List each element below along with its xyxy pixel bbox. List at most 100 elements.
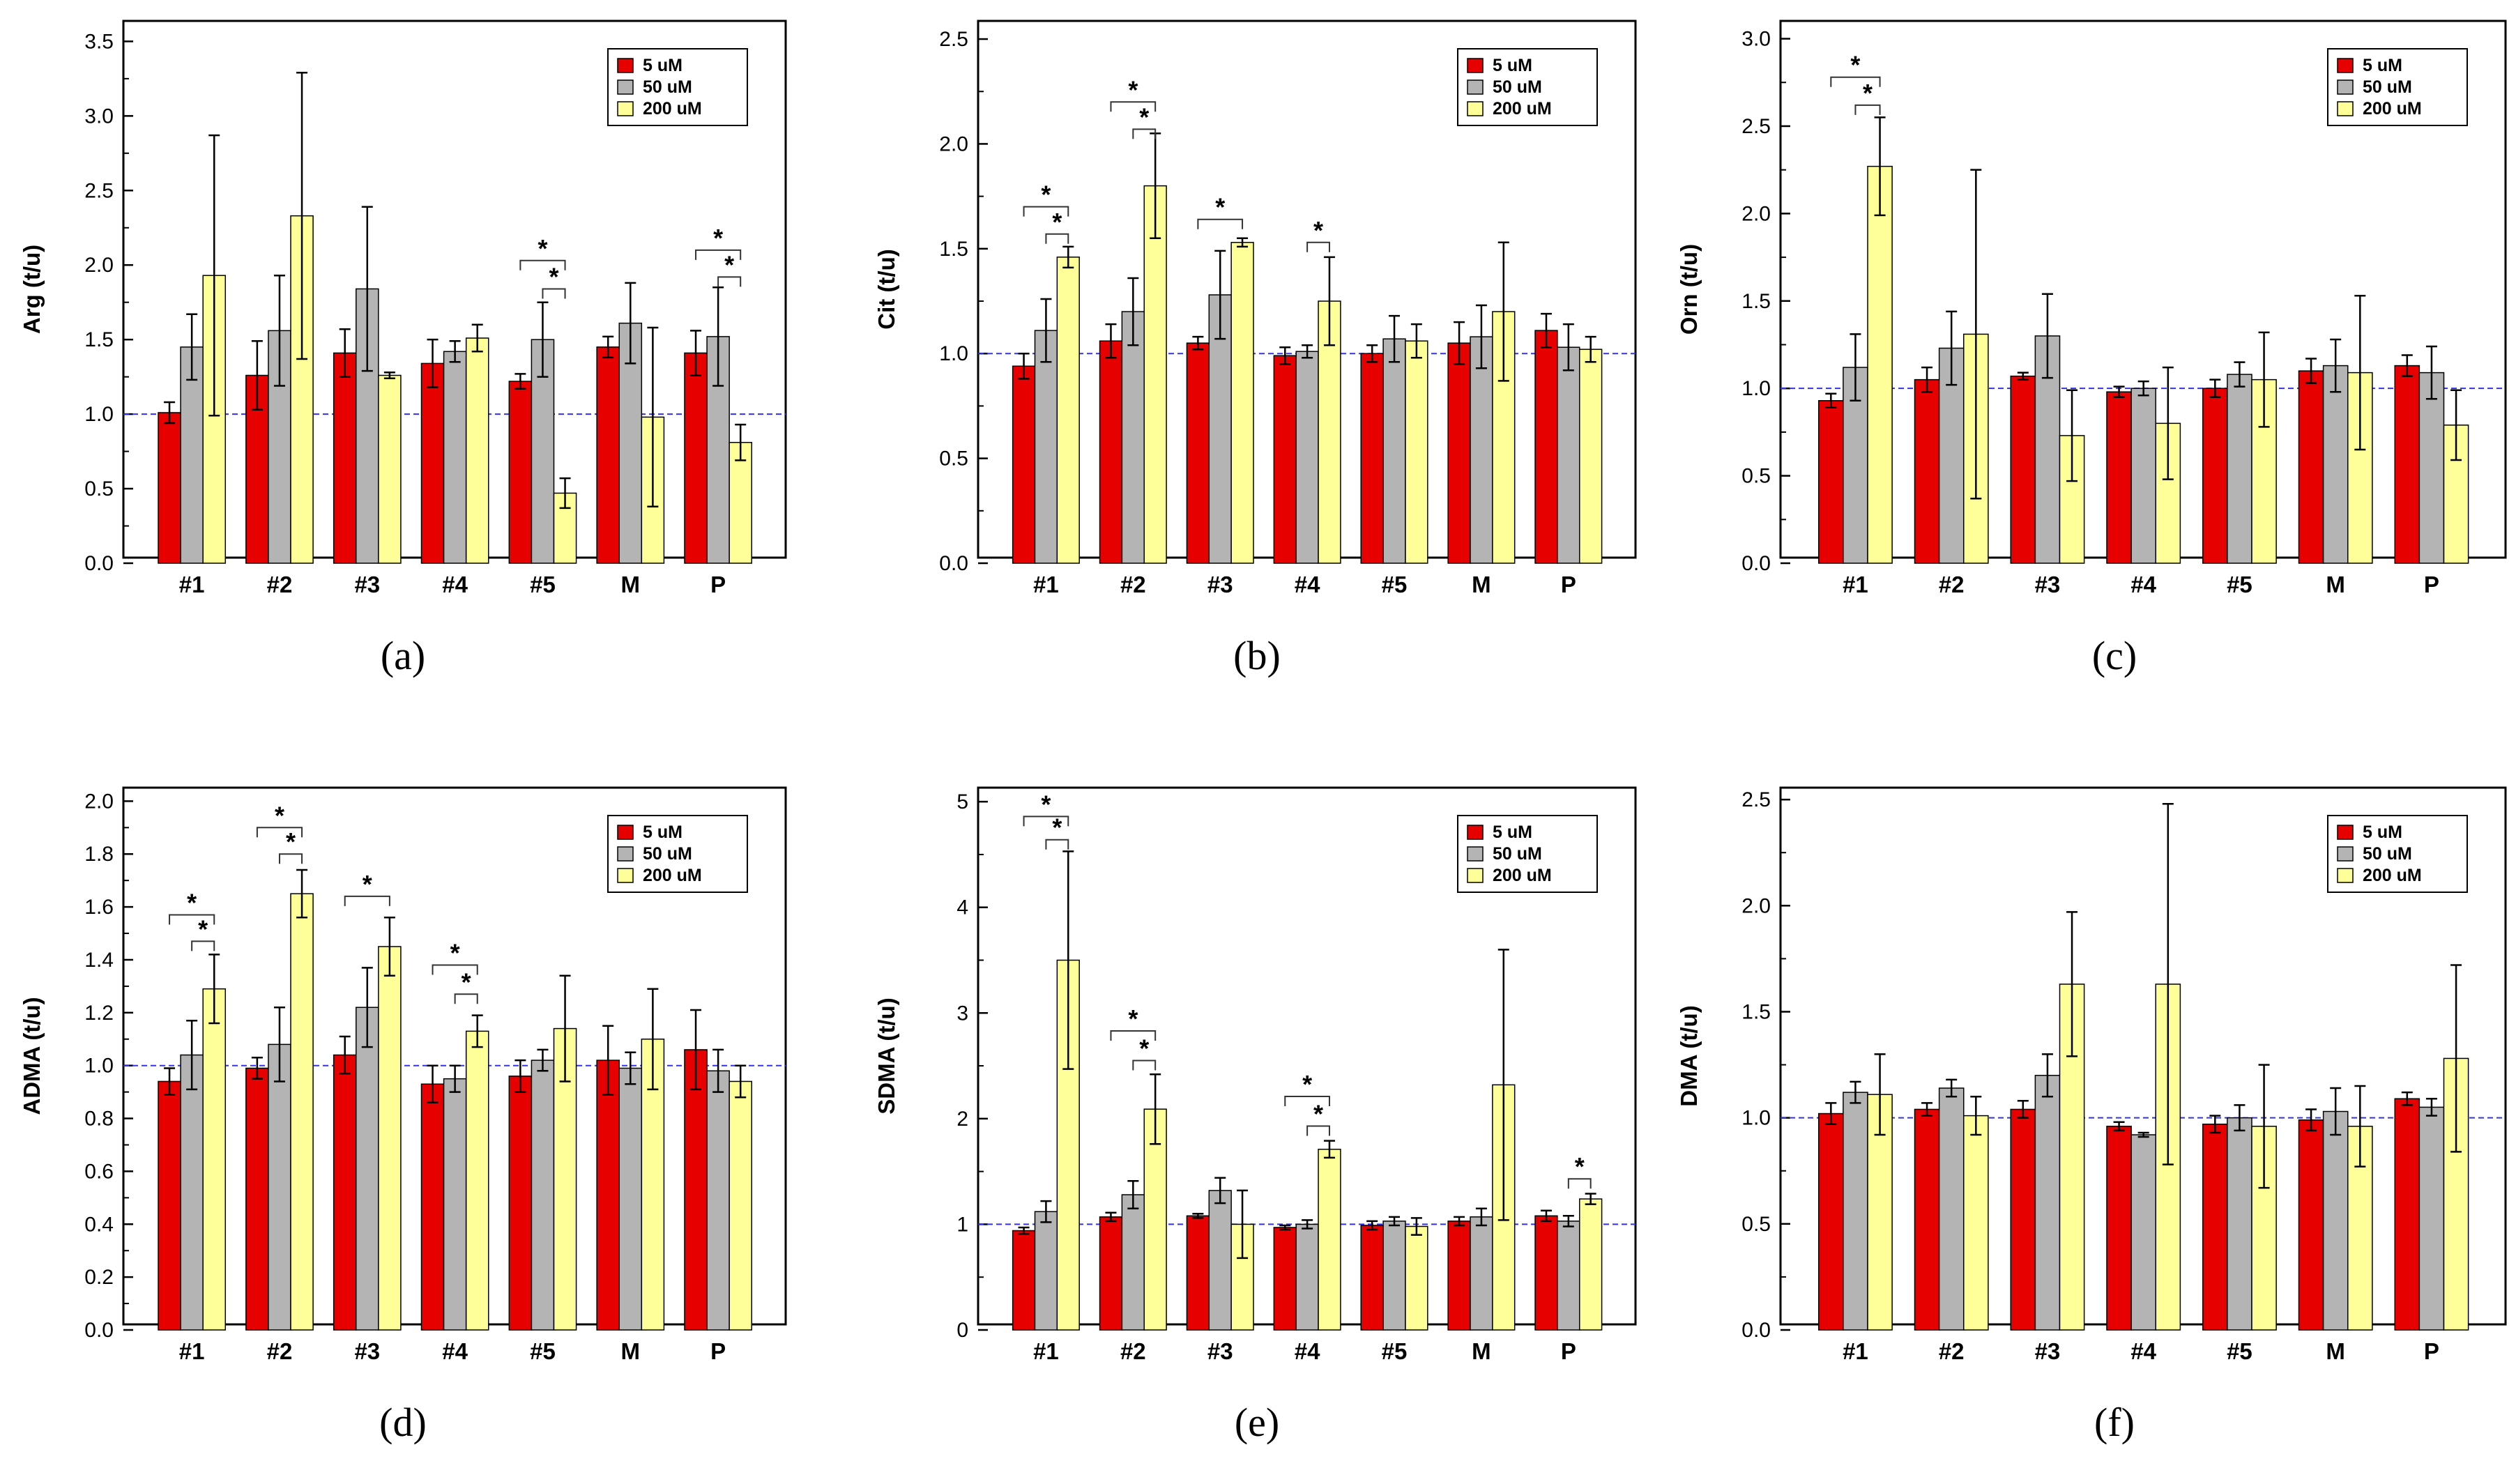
y-tick-label: 1.0: [84, 1055, 114, 1078]
significance-bracket: [1306, 241, 1330, 252]
significance-label: *: [275, 801, 284, 829]
bar: [2106, 391, 2132, 564]
bar: [2202, 388, 2228, 564]
y-axis-label: SDMA (t/u): [874, 997, 899, 1114]
significance-label: *: [537, 234, 547, 263]
x-tick-label: #5: [2227, 572, 2252, 597]
bar: [420, 362, 445, 564]
bar: [1557, 346, 1580, 564]
x-tick-label: #2: [1120, 1338, 1146, 1364]
bar: [2106, 1126, 2132, 1331]
bar: [443, 1078, 467, 1331]
legend-label: 5 uM: [1493, 56, 1532, 75]
panel-caption: (c): [2092, 633, 2137, 678]
legend-label: 50 uM: [643, 844, 692, 864]
chart-panel-3: 0.0 0.5 1.0 1.5 2.0 2.5 3.0 Orn (t/u) #1 #2 #3 #4 #5…: [1676, 20, 2507, 678]
x-tick-label: P: [1561, 572, 1576, 597]
bar: [2418, 1106, 2445, 1331]
significance-label: *: [1575, 1152, 1585, 1181]
significance-label: *: [1313, 216, 1323, 245]
bar: [158, 1080, 181, 1331]
significance-bracket: [1023, 816, 1069, 827]
x-tick-label: #2: [267, 572, 293, 597]
bar: [1470, 336, 1493, 564]
x-tick-label: P: [710, 572, 726, 597]
y-axis-label: Arg (t/u): [19, 245, 45, 334]
bar: [706, 1070, 730, 1331]
bar: [420, 1083, 445, 1331]
significance-bracket: [542, 288, 566, 299]
bar: [443, 351, 467, 564]
significance-bracket: [1023, 206, 1069, 217]
legend-label: 5 uM: [1493, 823, 1532, 842]
legend: 5 uM 50 uM 200 uM: [1457, 815, 1598, 893]
x-tick-label: #4: [1295, 572, 1320, 597]
bar: [356, 1007, 379, 1331]
x-tick-label: #4: [2130, 1338, 2156, 1364]
x-tick-label: #5: [1382, 1338, 1408, 1364]
y-tick-label: 0.4: [84, 1213, 114, 1236]
legend: 5 uM 50 uM 200 uM: [607, 815, 748, 893]
y-tick-label: 0.5: [939, 448, 968, 471]
panel-caption: (e): [1235, 1400, 1279, 1445]
bar: [2394, 365, 2420, 564]
legend-swatch: [2337, 58, 2354, 73]
bar: [684, 1049, 708, 1331]
y-tick-label: 0.0: [1741, 552, 1771, 575]
bar: [2227, 374, 2252, 564]
bar: [290, 893, 314, 1331]
significance-bracket: [256, 827, 303, 838]
bar: [2322, 1110, 2349, 1331]
bar: [1360, 1225, 1384, 1331]
bar: [1914, 378, 1940, 564]
x-tick-label: #3: [354, 572, 380, 597]
y-tick-label: 3.0: [1741, 28, 1771, 51]
significance-bracket: [1132, 128, 1157, 139]
legend: 5 uM 50 uM 200 uM: [2327, 815, 2468, 893]
significance-bracket: [1197, 218, 1244, 229]
bar: [2034, 1075, 2061, 1331]
bar: [1938, 1087, 1965, 1331]
significance-bracket: [1830, 76, 1881, 87]
bar: [618, 1067, 643, 1331]
significance-label: *: [187, 888, 197, 917]
bar: [2202, 1124, 2228, 1331]
x-tick-label: P: [710, 1338, 726, 1364]
x-tick-label: #4: [2130, 572, 2156, 597]
significance-bracket: [1854, 104, 1881, 115]
y-tick-label: 1.0: [84, 403, 114, 426]
chart-panel-6: 0.0 0.5 1.0 1.5 2.0 2.5 DMA (t/u) #1 #2 #3 #4 #5 M P 5…: [1676, 786, 2507, 1445]
y-tick-label: 2.0: [84, 254, 114, 277]
x-tick-label: #2: [1939, 572, 1965, 597]
bar: [2298, 1119, 2324, 1331]
legend-swatch: [617, 846, 634, 862]
bar: [378, 946, 402, 1331]
bar: [2010, 375, 2036, 564]
significance-bracket: [695, 249, 742, 260]
legend-swatch: [1467, 101, 1484, 116]
legend-swatch: [617, 79, 634, 95]
significance-label: *: [1041, 181, 1051, 209]
y-tick-label: 0.2: [84, 1266, 114, 1289]
significance-label: *: [713, 224, 723, 252]
legend-swatch: [617, 58, 634, 73]
significance-bracket: [432, 964, 478, 975]
significance-bracket: [1110, 101, 1157, 112]
y-tick-label: 0.0: [84, 1319, 114, 1342]
bar: [465, 1030, 489, 1331]
x-tick-label: #1: [179, 1338, 205, 1364]
significance-label: *: [1139, 102, 1149, 131]
x-tick-label: P: [2424, 1338, 2439, 1364]
bar: [508, 381, 533, 564]
bar: [1843, 1092, 1868, 1331]
significance-bracket: [717, 276, 742, 287]
bar: [1405, 340, 1428, 564]
bar: [202, 988, 227, 1331]
legend-swatch: [1467, 868, 1484, 883]
y-tick-label: 0.0: [1741, 1319, 1771, 1342]
significance-label: *: [286, 827, 296, 856]
bar: [1056, 257, 1080, 564]
legend-label: 50 uM: [643, 77, 692, 97]
legend-swatch: [2337, 868, 2354, 883]
